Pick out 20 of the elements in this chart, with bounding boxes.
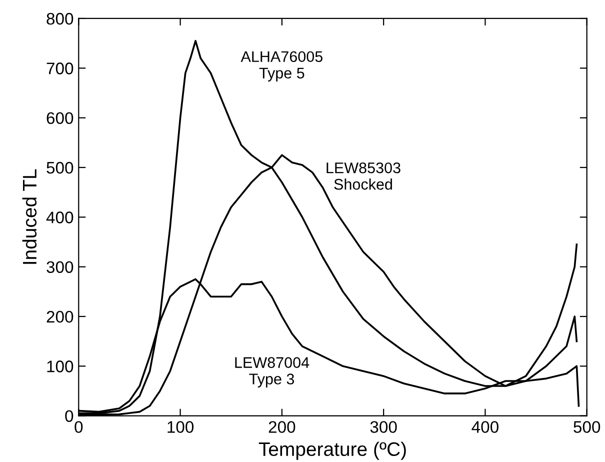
y-tick-label: 300 <box>46 261 74 274</box>
y-tick-label: 500 <box>46 162 74 174</box>
annotation: LEW85303 Shocked <box>326 162 400 190</box>
y-tick-label: 0 <box>65 410 74 422</box>
x-tick-label: 400 <box>472 421 498 433</box>
y-tick-label: 400 <box>46 212 74 224</box>
x-tick-label: 500 <box>574 421 600 433</box>
x-tick-label: 100 <box>168 421 194 433</box>
y-tick-label: 700 <box>46 62 74 74</box>
x-tick-label: 0 <box>74 421 83 433</box>
x-axis-title: Temperature (ºC) <box>258 442 406 460</box>
y-tick-label: 800 <box>46 12 74 25</box>
annotation: LEW87004 Type 3 <box>235 357 310 388</box>
y-tick-label: 200 <box>46 310 74 323</box>
y-tick-label: 600 <box>46 112 74 124</box>
x-tick-label: 200 <box>268 421 296 433</box>
x-tick-label: 300 <box>370 421 397 433</box>
y-axis-title: Induced TL <box>22 169 37 264</box>
annotation: ALHA76005 Type 5 <box>240 51 322 82</box>
y-tick-label: 100 <box>47 360 74 372</box>
